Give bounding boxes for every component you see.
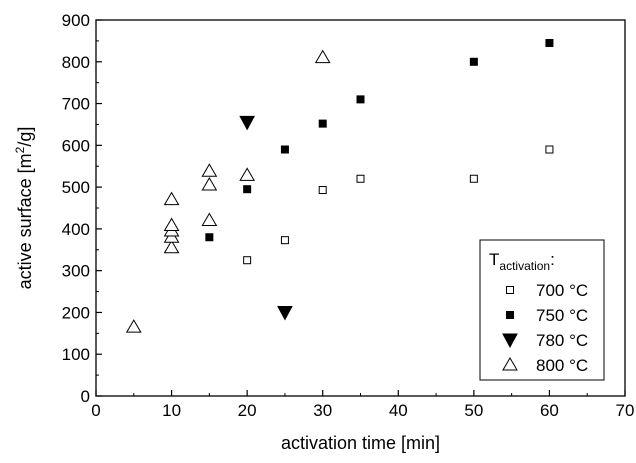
legend-marker [506,311,514,319]
data-point-series-3 [239,115,255,131]
legend-marker [506,286,514,294]
y-tick-label: 400 [62,220,90,239]
data-point-series-1 [280,236,289,245]
y-axis: 0 100 200 300 400 500 600 700 800 900 [62,11,102,406]
data-point-series-4 [125,319,142,333]
y-tick-label: 600 [62,136,90,155]
data-point-series-1 [318,186,327,195]
legend-title: Tactivation: [489,250,555,273]
y-tick-label: 200 [62,303,90,322]
legend-marker [502,357,518,371]
data-point-series-2 [545,38,554,47]
y-axis-title: active surface [m2/g] [13,127,35,290]
legend: Tactivation: 700 °C 750 °C 780 °C 800 °C [479,239,605,381]
y-tick-label: 500 [62,178,90,197]
legend-entry-label: 800 °C [536,356,588,375]
data-point-series-1 [356,174,365,183]
legend-title-suffix: : [550,250,555,269]
y-tick-label: 900 [62,11,90,30]
x-tick-label: 50 [464,401,483,420]
y-axis-title-superscript: 2 [13,146,27,153]
data-points [125,38,554,333]
legend-items: 700 °C 750 °C 780 °C 800 °C [502,281,588,375]
y-axis-title-main: active surface [m [15,153,35,289]
data-point-series-2 [205,233,214,242]
legend-title-subscript: activation [499,259,550,273]
data-point-series-4 [201,163,218,177]
data-point-series-4 [201,212,218,227]
x-tick-label: 10 [162,401,181,420]
data-point-series-2 [318,119,327,128]
data-point-series-2 [469,57,478,66]
x-tick-label: 60 [540,401,559,420]
x-tick-label: 70 [616,401,635,420]
data-point-series-4 [314,49,331,64]
legend-entry-label: 780 °C [536,331,588,350]
legend-marker [502,333,518,349]
y-tick-label: 700 [62,95,90,114]
data-point-series-4 [239,167,256,181]
y-tick-label: 100 [62,345,90,364]
data-point-series-4 [163,239,180,254]
data-point-series-3 [277,305,293,321]
data-point-series-2 [243,185,252,194]
x-axis-title: activation time [min] [281,433,440,453]
x-tick-label: 30 [313,401,332,420]
legend-entry-label: 700 °C [536,281,588,300]
data-point-series-1 [243,256,252,265]
y-axis-title-unit: /g] [15,127,35,147]
data-point-series-4 [163,191,180,206]
y-tick-label: 300 [62,262,90,281]
data-point-series-1 [469,174,478,183]
y-tick-label: 800 [62,53,90,72]
data-point-series-2 [356,95,365,104]
x-tick-label: 40 [389,401,408,420]
x-tick-label: 20 [238,401,257,420]
data-point-series-4 [201,177,218,191]
data-point-series-2 [280,145,289,154]
x-axis: 0 10 20 30 40 50 60 70 [91,390,634,420]
y-tick-label: 0 [81,387,90,406]
legend-entry-label: 750 °C [536,306,588,325]
x-tick-label: 0 [91,401,100,420]
data-point-series-4 [163,217,180,232]
legend-title-main: T [489,250,499,269]
data-point-series-1 [545,145,554,154]
legend-box [479,239,605,381]
